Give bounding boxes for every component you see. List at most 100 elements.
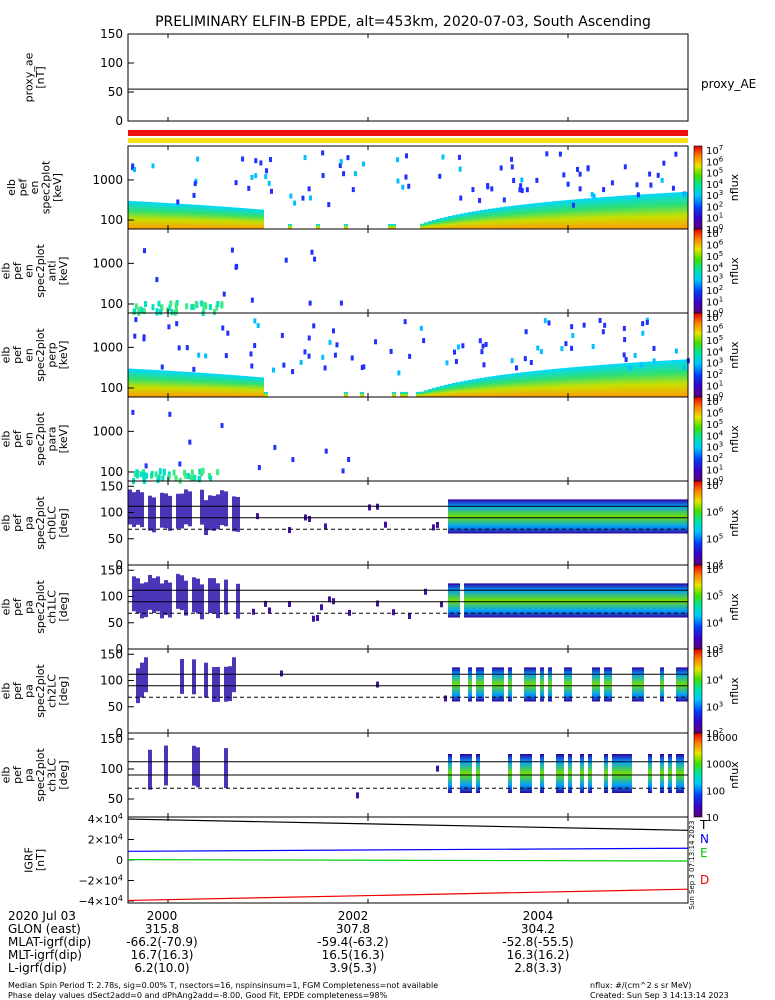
heat-cell	[584, 499, 588, 534]
heat-cell	[250, 174, 254, 180]
footer-units: nflux: #/(cm^2 s sr MeV)	[590, 981, 691, 990]
heat-cell	[256, 323, 260, 329]
heat-cell	[684, 499, 688, 534]
heat-cell	[128, 368, 132, 397]
heat-cell	[240, 208, 244, 229]
heat-cell	[623, 164, 627, 170]
heat-cell	[170, 309, 174, 316]
heat-cell	[600, 364, 604, 397]
heat-cell	[196, 204, 200, 229]
heat-cell	[560, 346, 564, 352]
heat-cell	[416, 391, 420, 397]
heat-cell	[310, 249, 314, 255]
igrf-D-line	[127, 888, 689, 902]
heat-cell	[208, 495, 212, 531]
y-axis-label: spec2plot	[34, 496, 47, 550]
heat-cell	[221, 325, 225, 331]
heat-cell	[556, 200, 560, 229]
colorbar-tick-label: 102	[706, 284, 723, 297]
heat-cell	[508, 206, 512, 229]
heat-cell	[168, 370, 172, 397]
heat-cell	[356, 792, 359, 799]
heat-cell	[212, 205, 216, 229]
heat-cell	[572, 367, 576, 397]
heat-cell	[512, 583, 516, 618]
heat-cell	[628, 754, 632, 793]
heat-cell	[648, 754, 652, 793]
heat-cell	[640, 583, 644, 618]
heat-cell	[265, 168, 269, 174]
heat-cell	[259, 160, 263, 166]
heat-cell	[568, 583, 572, 618]
y-axis-label: pef	[11, 429, 24, 448]
heat-cell	[220, 423, 224, 429]
heat-cell	[331, 328, 335, 334]
colorbar-tick-label: 105	[706, 532, 723, 545]
heat-cell	[660, 667, 664, 702]
heat-cell	[660, 177, 664, 183]
heat-cell	[408, 353, 412, 359]
heat-cell	[321, 150, 325, 156]
heat-cell	[224, 374, 228, 397]
heat-cell	[636, 583, 640, 618]
heat-cell	[520, 204, 524, 229]
colorbar-tick-label: 103	[706, 189, 723, 202]
heat-cell	[135, 472, 139, 479]
heat-cell	[532, 583, 536, 618]
igrf-N-line	[127, 847, 689, 852]
heat-cell	[624, 754, 628, 793]
heat-cell	[570, 324, 574, 330]
heat-cell	[241, 156, 245, 162]
colorbar-tick-label: 100	[706, 391, 723, 404]
heat-cell	[164, 580, 168, 616]
heat-cell	[247, 185, 251, 191]
heat-cell	[155, 308, 159, 315]
y-axis-label: spec2plot	[34, 328, 47, 382]
heat-cell	[140, 583, 144, 619]
y-axis-label: elb	[0, 263, 12, 280]
heat-cell	[250, 297, 254, 303]
heat-cell	[576, 583, 580, 618]
heat-cell	[436, 218, 440, 229]
heat-cell	[560, 499, 564, 534]
heat-cell	[252, 608, 255, 615]
heat-cell	[668, 360, 672, 397]
heat-cell	[440, 601, 443, 608]
heat-cell	[332, 598, 335, 605]
heat-cell	[528, 667, 532, 702]
y-tick-label: 100	[100, 506, 123, 520]
y-axis-label: ch3LC	[45, 758, 58, 792]
heat-cell	[520, 499, 524, 534]
heat-cell	[504, 374, 508, 397]
heat-cell	[480, 583, 484, 618]
heat-cell	[212, 667, 216, 702]
heat-cell	[596, 197, 600, 229]
heat-cell	[137, 307, 141, 314]
heat-cell	[360, 365, 364, 371]
heat-cell	[448, 383, 452, 397]
heat-cell	[142, 308, 146, 315]
heat-cell	[139, 471, 143, 478]
heat-cell	[164, 370, 168, 397]
heat-cell	[188, 439, 192, 445]
heat-cell	[620, 499, 624, 534]
heat-cell	[180, 493, 184, 529]
heat-cell	[327, 202, 331, 208]
heat-cell	[460, 213, 464, 229]
colorbar-label: nflux	[728, 425, 741, 453]
heat-cell	[312, 615, 315, 622]
heat-cell	[500, 667, 504, 702]
heat-cell	[264, 600, 267, 607]
heat-cell	[612, 754, 616, 793]
heat-cell	[176, 199, 180, 205]
heat-cell	[452, 349, 456, 355]
heat-cell	[280, 332, 284, 338]
heat-cell	[510, 164, 514, 170]
heat-cell	[648, 171, 652, 177]
x-row-value: 304.2	[521, 922, 555, 936]
heat-cell	[184, 204, 188, 229]
colorbar-tick-label: 107	[706, 311, 723, 324]
heat-cell	[224, 491, 228, 527]
heat-cell	[468, 499, 472, 534]
heat-cell	[656, 361, 660, 397]
